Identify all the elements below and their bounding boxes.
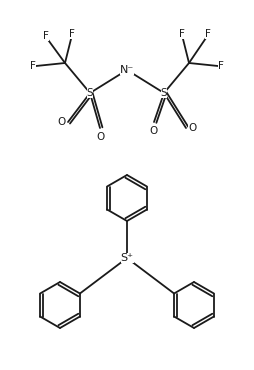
Text: S: S: [161, 88, 167, 98]
Text: S⁺: S⁺: [120, 253, 134, 263]
Text: N⁻: N⁻: [120, 65, 134, 75]
Text: F: F: [30, 61, 36, 71]
Text: F: F: [205, 29, 211, 39]
Text: O: O: [96, 132, 104, 142]
Text: O: O: [188, 123, 196, 133]
Text: F: F: [69, 29, 75, 39]
Text: O: O: [58, 117, 66, 127]
Text: F: F: [218, 61, 224, 71]
Text: F: F: [179, 29, 185, 39]
Text: O: O: [150, 126, 158, 136]
Text: S: S: [87, 88, 93, 98]
Text: F: F: [43, 31, 49, 41]
